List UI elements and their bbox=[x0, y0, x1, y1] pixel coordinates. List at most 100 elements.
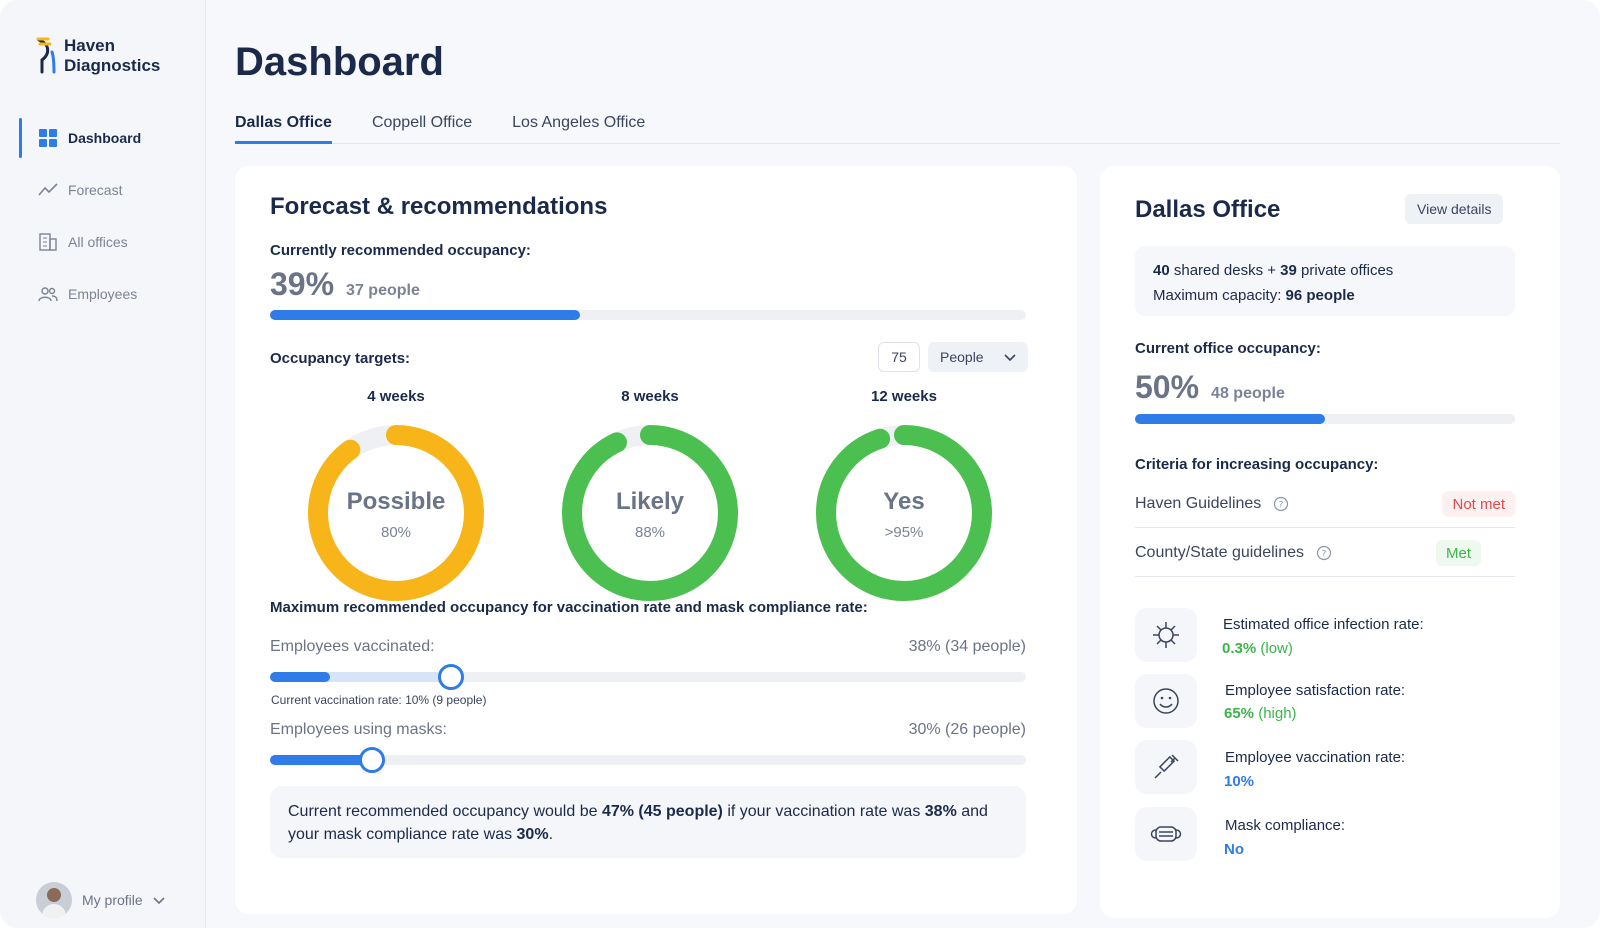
office-tabs: Dallas Office Coppell Office Los Angeles… bbox=[235, 114, 1560, 144]
sidebar-item-label: Dashboard bbox=[68, 130, 142, 146]
criteria-row-haven: Haven Guidelines ? Not met bbox=[1135, 480, 1515, 528]
shared-desks-text: shared desks + bbox=[1169, 262, 1281, 279]
tab-coppell-office[interactable]: Coppell Office bbox=[371, 114, 473, 131]
svg-text:?: ? bbox=[1279, 500, 1284, 510]
chevron-down-icon bbox=[1004, 349, 1016, 365]
tab-dallas-office[interactable]: Dallas Office bbox=[235, 114, 332, 144]
help-icon[interactable]: ? bbox=[1316, 545, 1332, 561]
criteria-name: Haven Guidelines bbox=[1135, 494, 1262, 512]
profile-menu[interactable]: My profile bbox=[36, 882, 165, 918]
stat-value: 65% bbox=[1224, 705, 1255, 722]
current-occupancy-bar bbox=[270, 310, 1026, 320]
office-occupancy-people: 48 people bbox=[1211, 385, 1285, 402]
sidebar: Haven Diagnostics Dashboard Forecast bbox=[0, 0, 206, 928]
stat-value-mask: No bbox=[1224, 841, 1244, 858]
vaccinated-slider-handle[interactable] bbox=[438, 664, 465, 690]
virus-icon bbox=[1135, 608, 1197, 662]
grid-icon bbox=[38, 128, 58, 148]
donut-12-weeks: 12 weeks Yes >95% bbox=[809, 388, 999, 601]
current-office-occupancy-label: Current office occupancy: bbox=[1135, 340, 1321, 357]
stat-value-vaccination: 10% bbox=[1224, 773, 1255, 790]
masks-value: 30% (26 people) bbox=[908, 721, 1026, 738]
donut-pct: 80% bbox=[380, 524, 412, 541]
current-occupancy-pct: 39% bbox=[270, 266, 335, 302]
office-desks: 40 shared desks + 39 private offices bbox=[1153, 258, 1497, 283]
occupancy-targets-label: Occupancy targets: bbox=[270, 350, 411, 367]
vaccination-current-note: Current vaccination rate: 10% (9 people) bbox=[271, 693, 487, 707]
current-occupancy-label: Currently recommended occupancy: bbox=[270, 242, 531, 259]
office-card: Dallas Office View details 40 shared des… bbox=[1100, 166, 1560, 918]
status-badge-met: Met bbox=[1435, 540, 1481, 566]
private-offices-count: 39 bbox=[1280, 262, 1297, 279]
shared-desks-count: 40 bbox=[1153, 262, 1170, 279]
criteria-name: County/State guidelines bbox=[1135, 543, 1304, 561]
summary-bold: 38% bbox=[924, 803, 957, 820]
avatar bbox=[36, 882, 72, 918]
building-icon bbox=[38, 232, 58, 252]
donut-arc bbox=[562, 425, 738, 601]
donut-title: 12 weeks bbox=[871, 388, 937, 405]
brand-name: Haven Diagnostics bbox=[64, 36, 160, 76]
office-occupancy-bar bbox=[1135, 414, 1515, 424]
profile-label: My profile bbox=[82, 892, 143, 908]
sidebar-item-employees[interactable]: Employees bbox=[0, 268, 206, 320]
masks-slider[interactable] bbox=[270, 747, 1026, 773]
donut-8-weeks: 8 weeks Likely 88% bbox=[555, 388, 745, 601]
current-occupancy-bar-fill bbox=[270, 310, 580, 320]
sidebar-item-label: All offices bbox=[68, 234, 128, 250]
vaccinated-value: 38% (34 people) bbox=[908, 638, 1026, 655]
summary-text: and your mask compliance rate was bbox=[288, 803, 988, 843]
donut-pct: >95% bbox=[884, 524, 924, 541]
stat-note: (high) bbox=[1254, 705, 1297, 722]
summary-bold: 47% (45 people) bbox=[601, 803, 723, 820]
recommendation-summary: Current recommended occupancy would be 4… bbox=[270, 786, 1026, 858]
office-capacity: Maximum capacity: 96 people bbox=[1153, 283, 1497, 308]
stat-label-vaccination: Employee vaccination rate: bbox=[1225, 749, 1406, 766]
brand-logo[interactable]: Haven Diagnostics bbox=[36, 36, 160, 76]
sidebar-item-label: Forecast bbox=[68, 182, 123, 198]
stat-value-satisfaction: 65% (high) bbox=[1224, 705, 1297, 722]
masks-label: Employees using masks: bbox=[270, 721, 447, 738]
donut-chart bbox=[308, 425, 484, 601]
syringe-icon bbox=[1135, 740, 1197, 794]
donut-label: Possible bbox=[346, 488, 446, 515]
donut-pct: 88% bbox=[634, 524, 666, 541]
view-details-button[interactable]: View details bbox=[1405, 194, 1504, 224]
donut-arc bbox=[816, 425, 992, 601]
masks-slider-handle[interactable] bbox=[359, 747, 386, 773]
stat-label-satisfaction: Employee satisfaction rate: bbox=[1225, 682, 1406, 699]
sidebar-nav: Dashboard Forecast All offices Employees bbox=[0, 112, 206, 320]
donut-title: 8 weeks bbox=[621, 388, 679, 405]
donut-chart bbox=[816, 425, 992, 601]
sidebar-item-all-offices[interactable]: All offices bbox=[0, 216, 206, 268]
vaccinated-slider-target-range bbox=[270, 672, 452, 682]
trend-line-icon bbox=[38, 180, 58, 200]
office-title: Dallas Office bbox=[1135, 196, 1281, 223]
vaccinated-slider[interactable] bbox=[270, 664, 1026, 690]
stat-label-mask: Mask compliance: bbox=[1225, 817, 1346, 834]
sidebar-item-dashboard[interactable]: Dashboard bbox=[0, 112, 206, 164]
vaccinated-label: Employees vaccinated: bbox=[270, 638, 435, 655]
private-offices-text: private offices bbox=[1296, 262, 1394, 279]
haven-logo-icon bbox=[36, 37, 56, 74]
help-icon[interactable]: ? bbox=[1273, 496, 1289, 512]
tab-los-angeles-office[interactable]: Los Angeles Office bbox=[512, 114, 646, 131]
target-unit-select[interactable]: People bbox=[928, 342, 1028, 372]
current-occupancy-value: 39% 37 people bbox=[270, 266, 420, 303]
forecast-card: Forecast & recommendations Currently rec… bbox=[235, 166, 1077, 914]
stat-value-infection: 0.3% (low) bbox=[1222, 640, 1293, 657]
target-number-input[interactable]: 75 bbox=[878, 342, 920, 372]
sidebar-item-forecast[interactable]: Forecast bbox=[0, 164, 206, 216]
forecast-heading: Forecast & recommendations bbox=[270, 193, 608, 220]
donut-arc bbox=[308, 425, 484, 601]
criteria-label: Criteria for increasing occupancy: bbox=[1135, 456, 1379, 473]
office-occupancy-pct: 50% bbox=[1135, 369, 1200, 405]
donut-4-weeks: 4 weeks Possible 80% bbox=[301, 388, 491, 601]
current-office-occupancy-value: 50% 48 people bbox=[1135, 369, 1285, 406]
target-unit-value: People bbox=[940, 349, 984, 365]
page-title: Dashboard bbox=[235, 40, 444, 84]
criteria-row-county-state: County/State guidelines ? Met bbox=[1135, 529, 1515, 577]
donut-chart bbox=[562, 425, 738, 601]
smiley-icon bbox=[1135, 674, 1197, 728]
